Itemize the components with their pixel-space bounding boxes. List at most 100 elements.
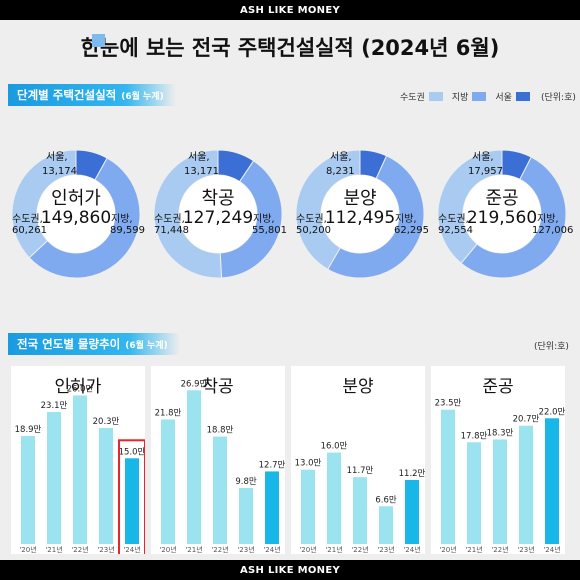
legend-swatch-region [472, 92, 487, 101]
bar-value-label: 23.5만 [435, 399, 462, 409]
section-stage-tag: 단계별 주택건설실적 (6월 누계) [8, 84, 176, 106]
donut-seoul-value: 17,957 [468, 166, 503, 177]
donut-capital-value: 50,200 [296, 225, 331, 236]
x-tick-label: '22년 [351, 545, 368, 554]
bar-value-label: 20.7만 [513, 415, 540, 425]
donut-center-total: 127,249 [182, 208, 254, 228]
donut-region-label: 지방, [253, 214, 275, 225]
bar [265, 471, 279, 544]
bar-value-label: 11.2만 [399, 469, 425, 479]
x-tick-label: '21년 [465, 545, 482, 554]
donut-capital-value: 92,554 [438, 225, 473, 236]
bar-value-label: 16.0만 [321, 442, 348, 452]
donut-hole [321, 175, 399, 253]
donut-svg [437, 149, 567, 279]
donut-center-label: 착공 [201, 188, 235, 209]
x-tick-label: '24년 [123, 545, 140, 554]
legend-label-capital: 수도권 [400, 93, 425, 103]
unit-label-trend: (단위:호) [534, 342, 569, 352]
bar-value-label: 18.3만 [487, 428, 514, 438]
section-trend-sub: (6월 누계) [125, 340, 168, 351]
x-tick-label: '21년 [185, 545, 202, 554]
x-tick-label: '23년 [237, 545, 254, 554]
donut-seoul-label: 서울, [188, 152, 210, 163]
bar-svg: 23.5만 '20년 17.8만 '21년 18.3만 '22년 20.7만 '23년 22.0… [435, 399, 565, 554]
donut-capital-value: 60,261 [12, 225, 47, 236]
x-tick-label: '24년 [543, 545, 560, 554]
donut-region-value: 55,801 [252, 225, 287, 236]
header-brand: ASH LIKE MONEY [0, 0, 580, 20]
bar-card-title: 착공 [202, 377, 234, 397]
bar [21, 436, 35, 544]
bar-svg: 18.9만 '20년 23.1만 '21년 26.0만 '22년 20.3만 '23년 15.0… [15, 384, 145, 554]
bar [441, 409, 455, 544]
bar-value-label: 26.0만 [67, 384, 94, 394]
bar [73, 395, 87, 544]
donut-seoul-value: 8,231 [326, 166, 355, 177]
donut-region-value: 62,295 [394, 225, 429, 236]
bar [99, 428, 113, 544]
bar [239, 488, 253, 544]
legend: 수도권 지방 서울 (단위:호) [400, 90, 576, 103]
donut-seoul-value: 13,171 [184, 166, 219, 177]
highlight-box [118, 439, 145, 554]
legend-label-region: 지방 [451, 93, 469, 103]
section-stage-sub: (6월 누계) [121, 91, 164, 102]
bar-card-1: 인허가 18.9만 '20년 23.1만 '21년 26.0만 '22년 20.3만 '23년 1… [11, 366, 145, 554]
bar-value-label: 22.0만 [539, 407, 565, 417]
bar [545, 418, 559, 544]
donut-svg [11, 149, 141, 279]
bar-card-3: 분양 13.0만 '20년 16.0만 '21년 11.7만 '22년 6.6만 '23년 11.… [291, 366, 425, 554]
donut-region-label: 지방, [111, 214, 133, 225]
donut-hole [37, 175, 115, 253]
donut-capital-label: 수도권, [296, 214, 327, 225]
section-trend-tag: 전국 연도별 물량추이 (6월 누계) [8, 333, 180, 355]
footer-brand: ASH LIKE MONEY [0, 560, 580, 580]
donut-center-total: 112,495 [324, 208, 396, 228]
x-tick-label: '23년 [517, 545, 534, 554]
bar [125, 458, 139, 544]
page-title: 한눈에 보는 전국 주택건설실적 (2024년 6월) [0, 32, 580, 62]
bar-value-label: 6.6만 [375, 495, 397, 505]
bar [187, 390, 201, 544]
bar [213, 436, 227, 544]
donut-3: 분양 112,495 서울, 8,231 수도권, 50,200 지방, 62,295 [292, 124, 429, 304]
x-tick-label: '23년 [377, 545, 394, 554]
bar [493, 439, 507, 544]
bar-card-title: 인허가 [54, 377, 102, 397]
donut-seoul-label: 서울, [46, 152, 68, 163]
section-trend-title: 전국 연도별 물량추이 [17, 337, 121, 351]
bar-value-label: 12.7만 [259, 460, 285, 470]
unit-label-stage: (단위:호) [540, 93, 576, 103]
x-tick-label: '21년 [325, 545, 342, 554]
donut-svg [153, 149, 283, 279]
bar [353, 477, 367, 544]
section-stage-title: 단계별 주택건설실적 [17, 88, 117, 102]
bar [161, 419, 175, 544]
bar-value-label: 21.8만 [155, 408, 182, 418]
donut-center-label: 인허가 [51, 188, 101, 209]
legend-label-seoul: 서울 [495, 93, 512, 103]
donut-center-label: 분양 [343, 188, 377, 209]
bar [379, 506, 393, 544]
bar-svg: 21.8만 '20년 26.9만 '21년 18.8만 '22년 9.8만 '23년 12.7만… [155, 379, 285, 554]
legend-swatch-capital [428, 92, 443, 101]
bar-value-label: 15.0만 [119, 447, 145, 457]
bar-value-label: 26.9만 [181, 379, 208, 389]
donut-seoul-label: 서울, [330, 152, 352, 163]
bar-value-label: 9.8만 [235, 477, 257, 487]
bar-svg: 13.0만 '20년 16.0만 '21년 11.7만 '22년 6.6만 '23년 11.2만… [295, 442, 425, 554]
bar-value-label: 23.1만 [41, 401, 68, 411]
donut-region-value: 127,006 [532, 225, 574, 236]
donut-hole [179, 175, 257, 253]
bar [327, 452, 341, 544]
donut-capital-value: 71,448 [154, 225, 189, 236]
donut-capital-label: 수도권, [438, 214, 469, 225]
donut-seoul-label: 서울, [472, 152, 494, 163]
x-tick-label: '22년 [211, 545, 228, 554]
bar [301, 469, 315, 544]
donut-2: 착공 127,249 서울, 13,171 수도권, 71,448 지방, 55,801 [150, 124, 287, 304]
bar-card-2: 착공 21.8만 '20년 26.9만 '21년 18.8만 '22년 9.8만 '23년 12.… [151, 366, 285, 554]
bar-value-label: 18.9만 [15, 425, 42, 435]
bar-value-label: 20.3만 [93, 417, 120, 427]
